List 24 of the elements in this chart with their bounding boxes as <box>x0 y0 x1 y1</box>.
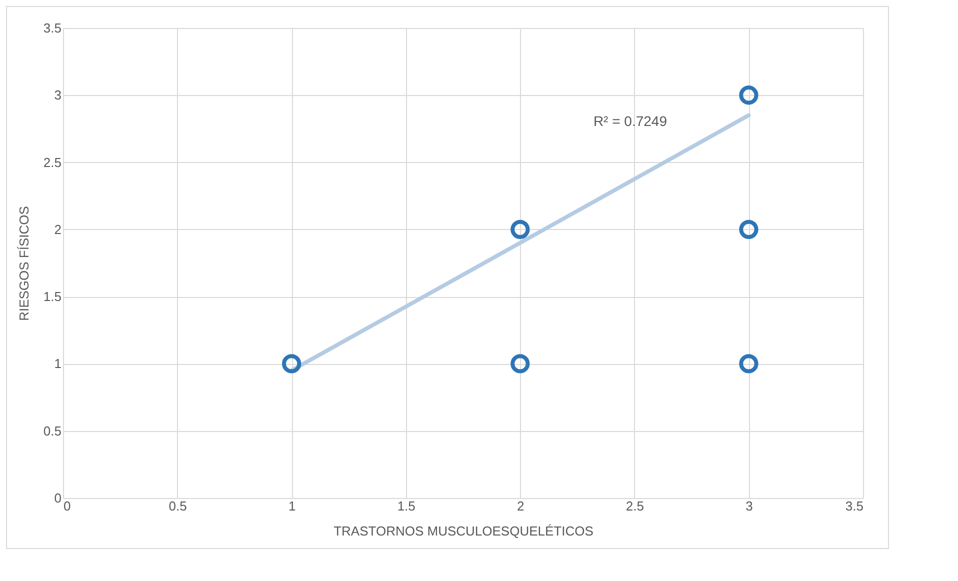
y-axis-title: RIESGOS FÍSICOS <box>16 206 32 321</box>
y-tick-label: 1 <box>54 356 62 372</box>
point <box>510 354 530 374</box>
x-tick-label: 3.5 <box>845 498 864 514</box>
point <box>510 220 530 239</box>
x-axis-title: TRASTORNOS MUSCULOESQUELÉTICOS <box>334 524 594 538</box>
y-tick-label: 2 <box>54 222 62 237</box>
y-tick-label: 3 <box>54 88 62 103</box>
x-tick-label: 2 <box>517 498 524 514</box>
annotation: R² = 0.7249 <box>593 113 668 129</box>
y-tick-label: 3.5 <box>43 20 62 36</box>
y-tick-label: 1.5 <box>43 289 62 304</box>
y-tick-label: 0.5 <box>43 423 62 438</box>
y-tick-label: 2.5 <box>43 154 62 170</box>
point <box>282 354 302 374</box>
point <box>739 220 758 239</box>
x-tick-label: 3 <box>746 498 753 514</box>
point <box>739 354 758 374</box>
x-tick-label: 1 <box>288 498 296 514</box>
x-tick-label: 1.5 <box>397 498 416 514</box>
point <box>739 86 758 105</box>
x-tick-label: 0 <box>64 498 71 514</box>
x-tick-label: 0.5 <box>168 498 187 514</box>
x-tick-label: 2.5 <box>626 498 644 514</box>
